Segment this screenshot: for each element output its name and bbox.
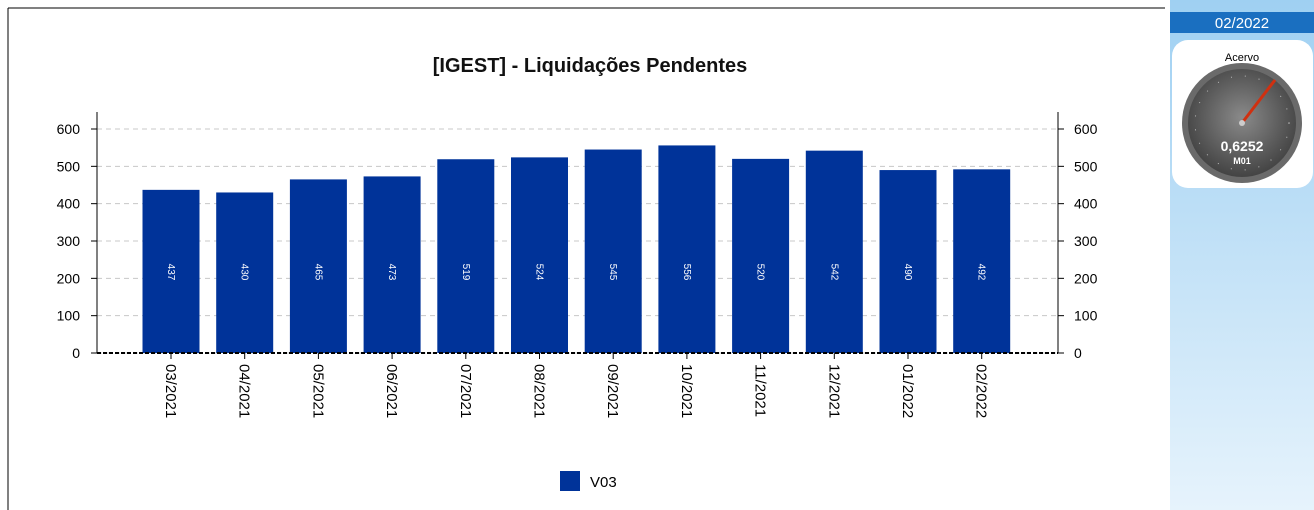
bar: [658, 145, 715, 353]
legend-swatch: [560, 471, 580, 491]
x-tick-label: 02/2022: [973, 364, 990, 418]
value-label: 545: [607, 264, 618, 281]
y-tick-label: 300: [57, 233, 81, 249]
y-tick-label: 100: [57, 308, 81, 324]
bar: [437, 159, 494, 353]
bar: [880, 170, 937, 353]
value-label: 465: [312, 264, 323, 281]
value-label: 473: [386, 264, 397, 281]
bar: [806, 151, 863, 353]
chart: 0 0 100 100 200 200 300 300 400 400 500 500 600 600 43…: [57, 112, 1098, 491]
bar: [511, 157, 568, 353]
x-tick-label: 09/2021: [604, 364, 621, 418]
x-tick-label: 06/2021: [383, 364, 400, 418]
y-tick-label: 500: [57, 158, 81, 174]
period: 02/2022: [1215, 15, 1269, 32]
bar: [953, 169, 1010, 353]
value-label: 492: [976, 264, 987, 281]
value-label: 524: [534, 264, 545, 281]
x-tick-label: 03/2021: [162, 364, 179, 418]
value-label: 519: [460, 264, 471, 281]
screen: 02/2022 Acervo 0,6252 M01 [IGEST] - Liqu…: [0, 0, 1314, 510]
legend-label: V03: [590, 474, 617, 491]
y2-tick-label: 200: [1074, 270, 1098, 286]
y-tick-label: 0: [72, 345, 80, 361]
y2-tick-label: 500: [1074, 158, 1098, 174]
page: {"header": {"period": "02/2022"}, "gauge…: [0, 0, 1314, 510]
chart-title: [IGEST] - Liquidações Pendentes: [433, 55, 748, 77]
y2-tick-label: 0: [1074, 345, 1082, 361]
y-tick-label: 400: [57, 196, 81, 212]
x-tick-label: 11/2021: [752, 364, 769, 417]
x-tick-label: 07/2021: [457, 364, 474, 418]
y2-tick-label: 600: [1074, 121, 1098, 137]
y-tick-label: 600: [57, 121, 81, 137]
x-tick-label: 10/2021: [678, 364, 695, 418]
gauge-value: 0,6252: [1221, 138, 1264, 154]
gauge-hub: [1239, 120, 1245, 126]
gauge-code: M01: [1233, 156, 1251, 166]
value-label: 437: [165, 264, 176, 281]
gauge-title: Acervo: [1225, 52, 1259, 64]
y2-tick-label: 300: [1074, 233, 1098, 249]
bar: [732, 159, 789, 353]
x-tick-label: 12/2021: [825, 364, 842, 418]
value-label: 556: [681, 264, 692, 281]
y2-tick-label: 100: [1074, 308, 1098, 324]
x-tick-label: 04/2021: [236, 364, 253, 418]
x-tick-label: 01/2022: [899, 364, 916, 418]
y2-tick-label: 400: [1074, 196, 1098, 212]
value-label: 542: [828, 264, 839, 281]
x-tick-label: 08/2021: [531, 364, 548, 418]
bar: [585, 150, 642, 353]
y-tick-label: 200: [57, 270, 81, 286]
value-label: 520: [755, 264, 766, 281]
x-tick-label: 05/2021: [309, 364, 326, 418]
value-label: 430: [239, 264, 250, 281]
value-label: 490: [902, 264, 913, 281]
